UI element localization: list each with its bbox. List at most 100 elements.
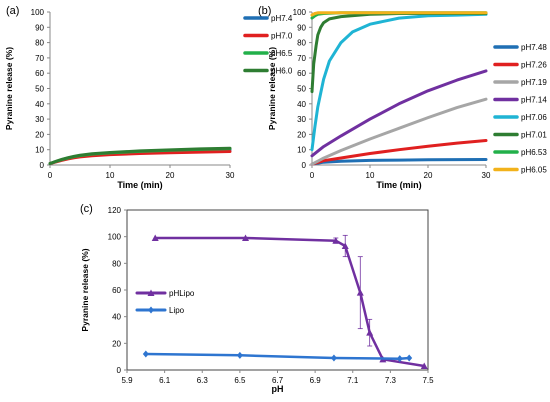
- x-axis-label: Time (min): [376, 180, 421, 190]
- series-line: [310, 11, 488, 17]
- legend-label: Lipo: [169, 306, 185, 315]
- y-tick-label: 30: [297, 115, 306, 124]
- y-tick-label: 60: [35, 69, 44, 78]
- data-point-diamond: [406, 354, 413, 362]
- y-tick-label: 60: [297, 69, 306, 78]
- series-line: [310, 69, 488, 158]
- data-point-triangle: [420, 362, 428, 369]
- x-tick-label: 20: [424, 171, 433, 180]
- series-ph7-19: [310, 97, 488, 166]
- y-tick-label: 30: [35, 115, 44, 124]
- y-tick-label: 50: [35, 85, 44, 94]
- series-ph7-48: [310, 158, 488, 166]
- legend-entry: pH6.0: [243, 67, 293, 76]
- y-tick-label: 80: [112, 259, 121, 268]
- x-tick-label: 10: [106, 171, 115, 180]
- series-lipo: [142, 350, 413, 363]
- y-tick-label: 0: [40, 161, 45, 170]
- legend-marker-triangle: [147, 289, 155, 296]
- y-tick-label: 0: [302, 161, 307, 170]
- chart-panel: (a) 0 10 20 30 40 50 60 70 80 90 100 0 10 20 30 Pyranine…: [4, 5, 293, 190]
- series-ph6-05: [310, 11, 488, 17]
- y-tick-label: 40: [297, 100, 306, 109]
- y-tick-label: 10: [35, 146, 44, 155]
- legend-entry: pH7.0: [243, 32, 293, 41]
- legend-entry: pH7.01: [493, 131, 547, 140]
- legend-entry: pH6.53: [493, 148, 547, 157]
- y-tick-label: 20: [112, 339, 121, 348]
- y-tick-label: 90: [35, 23, 44, 32]
- y-tick-label: 10: [297, 146, 306, 155]
- legend-marker-diamond: [148, 306, 154, 314]
- y-tick-label: 40: [35, 100, 44, 109]
- data-point-triangle: [151, 234, 159, 241]
- y-axis-label: Pyranine release (%): [4, 47, 14, 130]
- y-tick-label: 0: [117, 366, 122, 375]
- legend-label: pH7.48: [521, 43, 547, 52]
- x-tick-label: 6.1: [159, 376, 171, 385]
- panel-label: (a): [6, 5, 19, 17]
- legend-entry: pH7.19: [493, 78, 547, 87]
- x-tick-label: 7.3: [385, 376, 397, 385]
- data-point-triangle: [366, 329, 374, 336]
- y-axis-label: Pyranine release (%): [80, 248, 90, 331]
- legend-label: pH7.4: [271, 14, 293, 23]
- series-ph7-06: [310, 12, 488, 152]
- panel-label: (c): [80, 203, 93, 215]
- series-ph7-14: [310, 69, 488, 158]
- series-line: [310, 12, 488, 152]
- x-tick-label: 7.5: [422, 376, 434, 385]
- data-point-triangle: [356, 289, 364, 296]
- x-tick-label: 10: [366, 171, 375, 180]
- chart-panel: (c) 0 20 40 60 80 100 120 5.9 6.1 6.3 6.5 6.7 6.9 7.1 7…: [80, 203, 434, 394]
- y-tick-label: 20: [297, 130, 306, 139]
- series-line: [144, 352, 411, 360]
- chart-panel: (b) 0 10 20 30 40 50 60 70 80 90 100 0 10 20 30 Pyranine…: [258, 5, 547, 190]
- data-point-diamond: [236, 351, 243, 359]
- legend-entry: pH7.26: [493, 61, 547, 70]
- data-point-triangle: [242, 234, 250, 241]
- data-point-diamond: [330, 354, 337, 362]
- series-line: [153, 236, 426, 368]
- x-tick-label: 6.9: [310, 376, 322, 385]
- legend-entry: Lipo: [135, 306, 185, 315]
- legend-label: pH7.26: [521, 61, 547, 70]
- series-line: [310, 97, 488, 166]
- x-axis-label: Time (min): [117, 180, 162, 190]
- y-tick-label: 100: [293, 8, 307, 17]
- legend-entry: pHLipo: [135, 289, 195, 298]
- legend-label: pH6.05: [521, 166, 547, 175]
- y-tick-label: 80: [297, 39, 306, 48]
- x-tick-label: 0: [310, 171, 315, 180]
- legend-label: pH7.14: [521, 96, 547, 105]
- legend-label: pHLipo: [169, 289, 195, 298]
- panel-label: (b): [258, 5, 271, 17]
- y-tick-label: 90: [297, 23, 306, 32]
- series-line: [48, 146, 232, 165]
- x-tick-label: 6.5: [234, 376, 246, 385]
- y-tick-label: 70: [35, 54, 44, 63]
- x-tick-label: 5.9: [121, 376, 133, 385]
- x-axis-label: pH: [272, 384, 284, 394]
- y-tick-label: 120: [108, 206, 122, 215]
- legend-label: pH7.06: [521, 113, 547, 122]
- x-tick-label: 30: [226, 171, 235, 180]
- legend-label: pH7.19: [521, 78, 547, 87]
- x-tick-label: 6.3: [197, 376, 209, 385]
- y-tick-label: 100: [108, 233, 122, 242]
- y-axis-label: Pyranine release (%): [267, 47, 277, 130]
- y-tick-label: 40: [112, 313, 121, 322]
- data-point-diamond: [142, 350, 149, 358]
- x-tick-label: 0: [48, 171, 53, 180]
- y-tick-label: 80: [35, 39, 44, 48]
- y-tick-label: 70: [297, 54, 306, 63]
- series-ph6-0: [48, 146, 232, 165]
- legend-entry: pH6.5: [243, 49, 293, 58]
- legend-entry: pH7.14: [493, 96, 547, 105]
- x-tick-label: 6.7: [272, 376, 284, 385]
- y-tick-label: 20: [35, 130, 44, 139]
- legend-entry: pH7.48: [493, 43, 547, 52]
- x-tick-label: 30: [482, 171, 491, 180]
- series-line: [310, 158, 488, 166]
